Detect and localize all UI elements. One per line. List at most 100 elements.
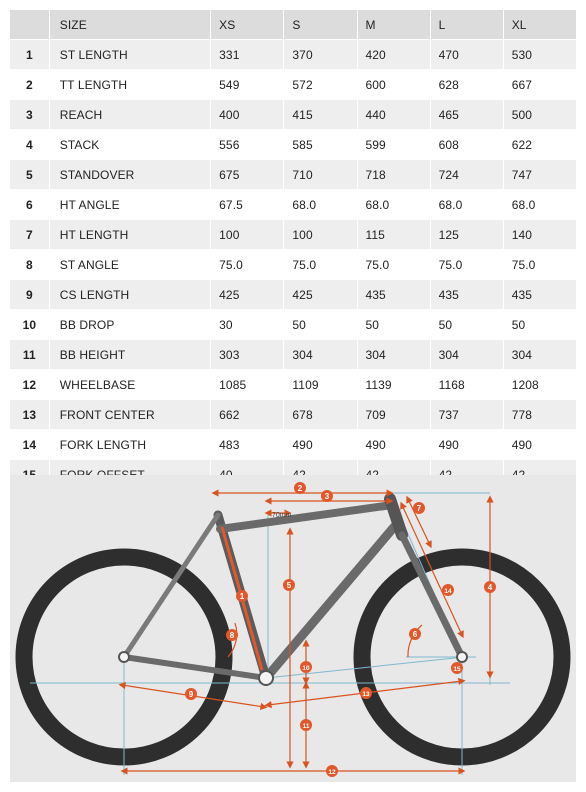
dimension-marker-label: 8 (230, 631, 235, 640)
table-row: 7 HT LENGTH 100 100 115 125 140 (10, 219, 576, 250)
row-value-m: 490 (356, 429, 431, 460)
row-value-xl: 68.0 (502, 189, 576, 220)
row-value-l: 75.0 (429, 249, 504, 280)
dimension-marker-label: 3 (325, 492, 330, 501)
row-value-s: 425 (283, 279, 357, 310)
row-label: HT LENGTH (48, 219, 211, 250)
row-value-xl: 747 (502, 159, 576, 190)
row-number: 1 (10, 39, 50, 70)
row-label: STACK (48, 129, 211, 160)
header-size-l: L (429, 10, 504, 40)
dimension-marker-1 (236, 590, 248, 602)
row-value-s: 75.0 (283, 249, 357, 280)
row-number: 3 (10, 99, 50, 130)
dimension-marker-label: 2 (298, 484, 303, 493)
row-value-xs: 675 (210, 159, 284, 190)
table-row: 3 REACH 400 415 440 465 500 (10, 99, 576, 130)
bike-geometry-diagram: 70mm 1 2 3 4 5 6 7 8 9 10 11 12 13 14 15 (10, 475, 576, 782)
dimension-70mm-label: 70mm (272, 512, 292, 519)
row-value-s: 710 (283, 159, 357, 190)
row-value-l: 125 (429, 219, 504, 250)
row-number: 6 (10, 189, 50, 220)
table-row: 9 CS LENGTH 425 425 435 435 435 (10, 279, 576, 310)
row-value-l: 50 (429, 309, 504, 340)
row-label: HT ANGLE (48, 189, 211, 220)
row-value-s: 490 (283, 429, 357, 460)
dimension-marker-label: 1 (240, 592, 245, 601)
header-num-cell (10, 10, 50, 40)
row-label: ST LENGTH (48, 39, 211, 70)
seat-stay (121, 512, 221, 660)
row-value-l: 608 (429, 129, 504, 160)
dimension-marker-4 (484, 581, 496, 593)
row-value-m: 600 (356, 69, 431, 100)
row-value-m: 115 (356, 219, 431, 250)
guide-lines (30, 492, 510, 775)
rear-axle (118, 651, 130, 663)
row-number: 14 (10, 429, 50, 460)
row-number: 9 (10, 279, 50, 310)
row-value-l: 435 (429, 279, 504, 310)
row-value-s: 68.0 (283, 189, 357, 220)
row-label: STANDOVER (48, 159, 211, 190)
row-value-s: 1109 (283, 369, 357, 400)
table-row: 8 ST ANGLE 75.0 75.0 75.0 75.0 75.0 (10, 249, 576, 280)
row-value-m: 440 (356, 99, 431, 130)
row-value-xs: 303 (210, 339, 284, 370)
row-value-xl: 304 (502, 339, 576, 370)
row-number: 10 (10, 309, 50, 340)
row-value-l: 490 (429, 429, 504, 460)
row-label: FORK LENGTH (48, 429, 211, 460)
row-value-m: 599 (356, 129, 431, 160)
table-row: 1 ST LENGTH 331 370 420 470 530 (10, 39, 576, 70)
row-value-xs: 100 (210, 219, 284, 250)
row-value-s: 370 (283, 39, 357, 70)
row-value-l: 465 (429, 99, 504, 130)
row-value-xs: 483 (210, 429, 284, 460)
dimension-marker-12 (326, 765, 338, 777)
dimension-lines (118, 489, 494, 775)
row-label: REACH (48, 99, 211, 130)
row-value-xs: 400 (210, 99, 284, 130)
front-axle (456, 651, 468, 663)
chain-stay (121, 654, 269, 681)
dimension-marker-label: 9 (189, 690, 194, 699)
row-value-s: 304 (283, 339, 357, 370)
dimension-marker-7 (413, 502, 425, 514)
row-number: 13 (10, 399, 50, 430)
row-value-xs: 30 (210, 309, 284, 340)
row-value-l: 68.0 (429, 189, 504, 220)
row-number: 2 (10, 69, 50, 100)
table-row: 2 TT LENGTH 549 572 600 628 667 (10, 69, 576, 100)
row-number: 4 (10, 129, 50, 160)
dimension-marker-9 (185, 688, 197, 700)
dimension-marker-13 (360, 687, 372, 699)
dimension-marker-label: 7 (417, 504, 422, 513)
row-value-xl: 1208 (502, 369, 576, 400)
table-row: 13 FRONT CENTER 662 678 709 737 778 (10, 399, 576, 430)
row-value-m: 50 (356, 309, 431, 340)
row-value-xs: 1085 (210, 369, 284, 400)
row-value-xl: 435 (502, 279, 576, 310)
row-number: 8 (10, 249, 50, 280)
dimension-marker-14 (442, 584, 454, 596)
row-label: CS LENGTH (48, 279, 211, 310)
dimension-marker-10 (300, 661, 312, 673)
row-label: WHEELBASE (48, 369, 211, 400)
row-value-s: 100 (283, 219, 357, 250)
row-value-l: 1168 (429, 369, 504, 400)
table-row: 10 BB DROP 30 50 50 50 50 (10, 309, 576, 340)
row-value-m: 435 (356, 279, 431, 310)
row-value-xl: 530 (502, 39, 576, 70)
dimension-marker-label: 10 (302, 665, 310, 672)
row-value-m: 304 (356, 339, 431, 370)
row-value-xs: 67.5 (210, 189, 284, 220)
row-value-m: 68.0 (356, 189, 431, 220)
dimension-marker-label: 11 (303, 723, 310, 730)
dimension-marker-label: 6 (413, 630, 418, 639)
table-row: 14 FORK LENGTH 483 490 490 490 490 (10, 429, 576, 460)
row-number: 12 (10, 369, 50, 400)
row-label: TT LENGTH (48, 69, 211, 100)
row-label: ST ANGLE (48, 249, 211, 280)
